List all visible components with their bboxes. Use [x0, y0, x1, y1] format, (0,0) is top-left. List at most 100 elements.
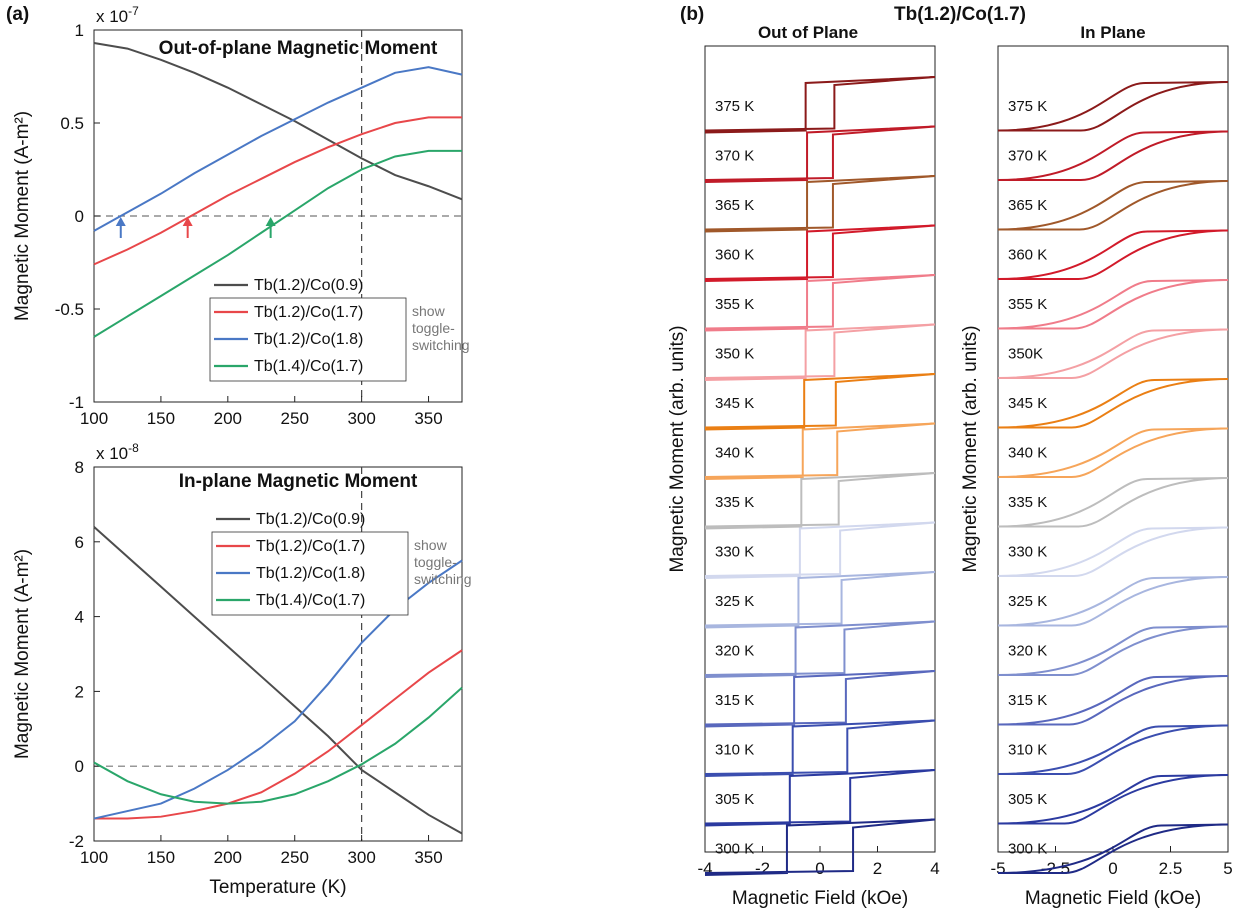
- x-tick-label: 5: [1223, 859, 1232, 878]
- x-tick-label: 150: [147, 848, 175, 867]
- hysteresis-loop: [997, 427, 1229, 479]
- legend-note: show: [414, 537, 448, 553]
- x-tick-label: 0: [815, 859, 824, 878]
- series-line: [93, 149, 462, 338]
- x-tick-label: 0: [1108, 859, 1117, 878]
- temperature-label: 350K: [1008, 345, 1043, 362]
- y-tick-label: -2: [69, 832, 84, 851]
- hysteresis-loop: [704, 174, 936, 233]
- hysteresis-loop: [704, 273, 936, 332]
- panel-b-label: (b): [680, 4, 704, 25]
- hysteresis-loop: [997, 377, 1229, 429]
- chart-title: In-plane Magnetic Moment: [179, 471, 418, 492]
- legend-label: Tb(1.4)/Co(1.7): [256, 592, 365, 609]
- hysteresis-loop: [997, 823, 1229, 875]
- chart-title: Out of Plane: [758, 23, 858, 42]
- legend-label: Tb(1.2)/Co(0.9): [254, 277, 363, 294]
- y-tick-label: 6: [75, 533, 84, 552]
- exponent-power: -8: [128, 441, 139, 455]
- x-tick-label: 250: [281, 848, 309, 867]
- y-tick-label: -1: [69, 393, 84, 412]
- temperature-label: 355 K: [715, 296, 754, 313]
- x-tick-label: 150: [147, 409, 175, 428]
- x-tick-label: 350: [414, 848, 442, 867]
- hysteresis-loop: [704, 620, 936, 679]
- hysteresis-loop: [997, 476, 1229, 528]
- temperature-label: 325 K: [1008, 593, 1047, 610]
- temperature-label: 375 K: [715, 98, 754, 115]
- temperature-label: 360 K: [715, 246, 754, 263]
- hysteresis-loop: [704, 75, 936, 134]
- hysteresis-loop: [704, 818, 936, 877]
- arrow-head: [182, 217, 193, 226]
- y-tick-label: 0: [75, 757, 84, 776]
- legend-note: toggle-: [412, 320, 455, 336]
- y-tick-label: -0.5: [55, 300, 84, 319]
- hysteresis-loop: [704, 224, 936, 283]
- legend-note: toggle-: [414, 554, 457, 570]
- hysteresis-loop: [997, 179, 1229, 231]
- temperature-label: 300 K: [1008, 840, 1047, 857]
- temperature-label: 305 K: [715, 791, 754, 808]
- legend-label: Tb(1.2)/Co(1.8): [256, 565, 365, 582]
- chart-0: 100 150 200 250 300 350 -1 -0.5 0 0.5 1 x 10-7 Out-o…: [12, 4, 470, 428]
- exponent-label: x 10-8: [96, 441, 139, 463]
- temperature-label: 375 K: [1008, 98, 1047, 115]
- y-tick-label: 0: [75, 207, 84, 226]
- series-line: [93, 42, 463, 201]
- series-line: [93, 66, 463, 232]
- temperature-label: 355 K: [1008, 296, 1047, 313]
- hysteresis-loop: [997, 80, 1229, 132]
- plot-frame: [93, 466, 463, 842]
- x-tick-label: 200: [214, 409, 242, 428]
- hysteresis-loop: [997, 229, 1229, 281]
- temperature-label: 330 K: [715, 543, 754, 560]
- y-tick-label: 1: [75, 21, 84, 40]
- series-line: [93, 116, 462, 266]
- temperature-label: 315 K: [1008, 692, 1047, 709]
- hysteresis-loop: [704, 768, 936, 827]
- temperature-label: 345 K: [1008, 395, 1047, 412]
- temperature-label: 365 K: [1008, 197, 1047, 214]
- temperature-label: 320 K: [715, 642, 754, 659]
- hysteresis-loop: [997, 575, 1229, 627]
- hysteresis-loop: [704, 372, 936, 431]
- series-line: [93, 526, 463, 835]
- temperature-label: 335 K: [1008, 494, 1047, 511]
- x-tick-label: 2: [873, 859, 882, 878]
- legend-label: Tb(1.2)/Co(1.8): [254, 331, 363, 348]
- temperature-label: 370 K: [1008, 147, 1047, 164]
- chart-title: In Plane: [1080, 23, 1145, 42]
- x-tick-label: -2: [755, 859, 770, 878]
- hysteresis-loop: [704, 719, 936, 778]
- hysteresis-loop: [704, 669, 936, 728]
- x-tick-label: 2.5: [1159, 859, 1183, 878]
- panel-a-label: (a): [6, 4, 29, 25]
- temperature-label: 340 K: [1008, 444, 1047, 461]
- hysteresis-loop: [704, 323, 936, 382]
- y-axis-label: Magnetic Moment (A-m²): [12, 549, 33, 759]
- legend-label: Tb(1.2)/Co(1.7): [256, 538, 365, 555]
- legend-label: Tb(1.2)/Co(0.9): [256, 511, 365, 528]
- x-tick-label: 350: [414, 409, 442, 428]
- exponent-label: x 10-7: [96, 4, 139, 26]
- hysteresis-loop: [997, 773, 1229, 825]
- x-tick-label: 200: [214, 848, 242, 867]
- hysteresis-loop: [997, 130, 1229, 182]
- x-tick-label: 300: [347, 409, 375, 428]
- temperature-label: 305 K: [1008, 791, 1047, 808]
- hysteresis-loop: [704, 570, 936, 629]
- temperature-label: 350 K: [715, 345, 754, 362]
- legend-label: Tb(1.4)/Co(1.7): [254, 358, 363, 375]
- chart-title: Out-of-plane Magnetic Moment: [159, 38, 438, 59]
- legend-note: show: [412, 303, 446, 319]
- y-tick-label: 8: [75, 458, 84, 477]
- x-tick-label: 100: [80, 409, 108, 428]
- temperature-label: 310 K: [715, 741, 754, 758]
- y-axis-label: Magnetic Moment (A-m²): [12, 111, 33, 321]
- legend-label: Tb(1.2)/Co(1.7): [254, 304, 363, 321]
- temperature-label: 345 K: [715, 395, 754, 412]
